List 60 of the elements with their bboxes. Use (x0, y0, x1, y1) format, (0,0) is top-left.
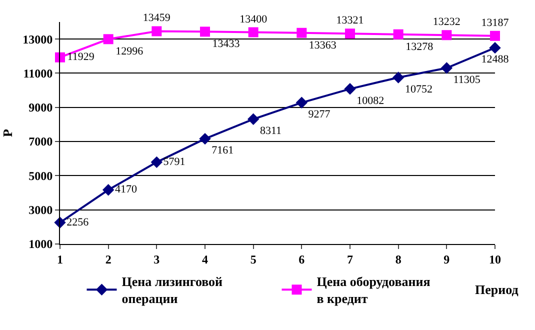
point (344, 83, 356, 95)
data-label: 13459 (142, 12, 171, 24)
y-tick-label: 11000 (23, 66, 53, 80)
x-tick-label: 5 (250, 252, 256, 266)
data-label: 13321 (336, 14, 364, 27)
data-label: 4170 (114, 184, 138, 196)
data-label: 11305 (453, 74, 481, 86)
y-tick-label: 13000 (22, 32, 53, 46)
data-label: 8311 (260, 125, 282, 138)
x-tick-label: 7 (347, 252, 353, 266)
data-label: 13278 (406, 40, 434, 53)
x-tick-label: 6 (298, 252, 305, 266)
y-axis-title: Р (0, 128, 15, 137)
y-tick-label: 9000 (28, 100, 53, 115)
y-tick-label: 7000 (28, 134, 53, 149)
legend-label: Цена лизинговой операции (122, 274, 224, 306)
x-tick-label: 9 (444, 252, 450, 266)
point (296, 96, 308, 108)
x-tick-label: 3 (154, 252, 160, 266)
data-label: 12996 (116, 46, 144, 58)
point (248, 27, 258, 38)
data-label: 10082 (356, 94, 384, 107)
point (150, 156, 163, 168)
point (199, 132, 211, 145)
data-label: 2256 (66, 216, 90, 228)
x-axis-title: Период (475, 282, 519, 297)
x-tick-label: 8 (395, 252, 402, 266)
data-label: 13400 (240, 13, 268, 26)
y-tick-label: 3000 (28, 203, 53, 218)
data-label: 13187 (481, 16, 510, 29)
y-tick-label: 5000 (28, 168, 53, 183)
x-tick-label: 10 (489, 252, 501, 266)
x-tick-label: 1 (57, 252, 63, 266)
x-tick-label: 4 (202, 252, 208, 266)
point (345, 28, 355, 39)
point (102, 184, 114, 196)
data-label: 7161 (212, 144, 234, 157)
point (152, 26, 162, 36)
data-label: 10752 (404, 83, 432, 96)
x-tick-label: 2 (105, 252, 112, 266)
data-label: 12488 (481, 54, 510, 66)
data-label: 13232 (432, 16, 460, 28)
point (490, 30, 500, 41)
point (392, 72, 404, 84)
point (296, 28, 307, 38)
point (247, 113, 260, 125)
point (200, 26, 210, 37)
legend-label: Цена оборудования в кредит (316, 274, 430, 306)
point (440, 62, 453, 74)
data-label: 9277 (308, 108, 331, 121)
point (489, 42, 501, 54)
point (442, 30, 452, 40)
y-tick-label: 1000 (28, 237, 53, 252)
data-label: 5791 (163, 156, 186, 168)
point (393, 29, 404, 40)
point (103, 34, 114, 44)
data-label: 13433 (212, 38, 240, 50)
point (55, 52, 65, 62)
data-label: 11929 (67, 51, 95, 64)
data-label: 13363 (308, 39, 337, 52)
